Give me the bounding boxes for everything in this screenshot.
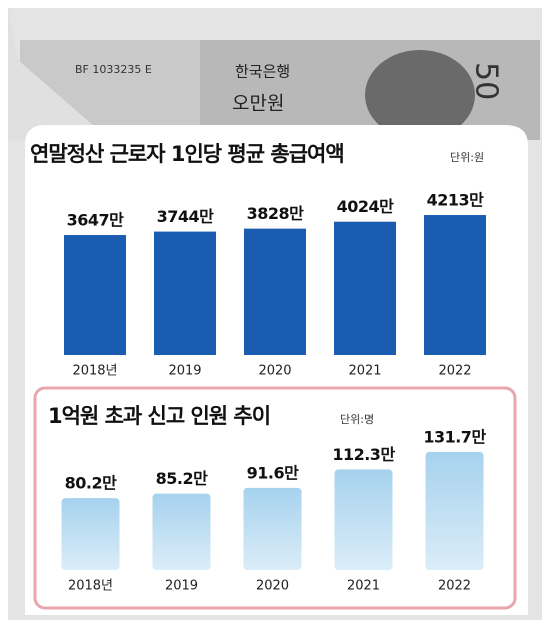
chart-title: 1억원 초과 신고 인원 추이 — [48, 404, 270, 428]
x-tick-label: 2020 — [256, 579, 289, 594]
bar — [64, 235, 126, 355]
bar — [154, 231, 216, 355]
bar-shade — [152, 493, 211, 570]
x-tick-label: 2019 — [168, 364, 201, 379]
value-label: 3647만 — [67, 211, 125, 230]
x-tick-label: 2021 — [348, 364, 381, 379]
serial: BF 1033235 E — [75, 63, 152, 76]
value-label: 85.2만 — [156, 469, 208, 488]
x-tick-label: 2021 — [347, 579, 380, 594]
unit-label: 단위:원 — [450, 151, 484, 164]
bar-shade — [61, 498, 120, 570]
x-tick-label: 2018년 — [72, 364, 117, 379]
amount: 50 — [469, 62, 504, 100]
x-tick-label: 2022 — [438, 364, 471, 379]
denomination: 오만원 — [232, 93, 284, 115]
value-label: 131.7만 — [423, 427, 486, 446]
envelope-flap — [8, 8, 110, 140]
x-tick-label: 2022 — [438, 579, 471, 594]
bar — [424, 215, 486, 355]
bar-shade — [243, 487, 302, 570]
value-label: 4024만 — [337, 197, 395, 216]
x-tick-label: 2019 — [165, 579, 198, 594]
value-label: 112.3만 — [332, 445, 395, 464]
bar-shade — [425, 451, 484, 570]
bar-shade — [334, 469, 393, 570]
portrait — [365, 50, 475, 140]
x-tick-label: 2018년 — [68, 579, 113, 594]
value-label: 3828만 — [247, 204, 305, 223]
value-label: 80.2만 — [65, 474, 117, 493]
bank-name: 한국은행 — [235, 63, 290, 81]
unit-label: 단위:명 — [340, 413, 374, 426]
value-label: 3744만 — [157, 207, 215, 226]
value-label: 91.6만 — [247, 463, 299, 482]
bar — [244, 228, 306, 355]
x-tick-label: 2020 — [258, 364, 291, 379]
value-label: 4213만 — [427, 191, 485, 210]
chart-title: 연말정산 근로자 1인당 평균 총급여액 — [30, 142, 344, 166]
bar — [334, 221, 396, 355]
